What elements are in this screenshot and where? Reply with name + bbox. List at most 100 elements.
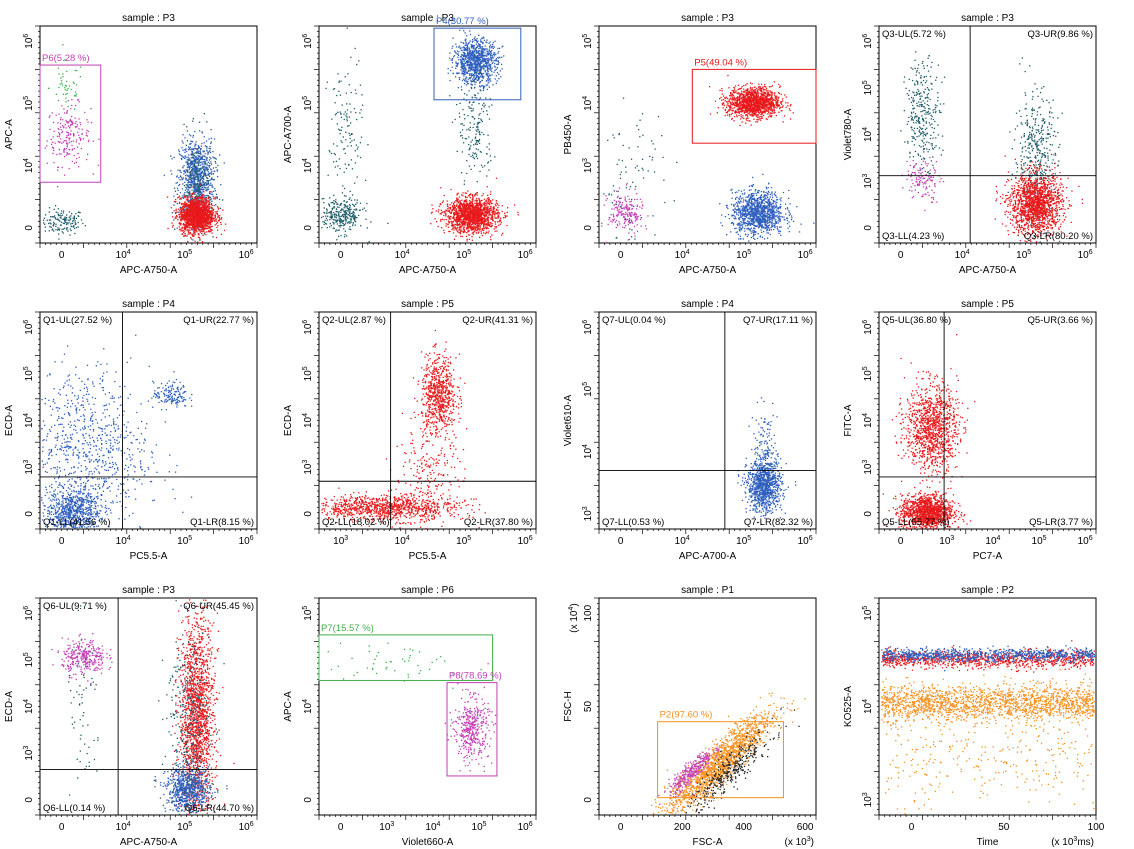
data-point (45, 230, 46, 231)
data-point (86, 132, 87, 133)
data-point (51, 144, 52, 145)
data-point (66, 121, 67, 122)
data-point (51, 227, 52, 228)
data-point (198, 171, 199, 172)
data-point (197, 167, 198, 168)
data-point (62, 231, 63, 232)
data-point (63, 127, 64, 128)
data-point (179, 179, 180, 180)
data-point (50, 223, 51, 224)
data-point (61, 210, 62, 211)
data-point (204, 167, 205, 168)
data-point (45, 214, 46, 215)
data-point (208, 171, 209, 172)
data-point (172, 212, 173, 213)
data-point (58, 167, 59, 168)
data-point (71, 145, 72, 146)
data-point (63, 212, 64, 213)
data-point (213, 191, 214, 192)
data-point (59, 141, 60, 142)
data-point (185, 175, 186, 176)
data-point (204, 159, 205, 160)
data-point (206, 160, 207, 161)
data-point (217, 176, 218, 177)
data-point (209, 151, 210, 152)
data-point (79, 212, 80, 213)
data-point (75, 223, 76, 224)
data-point (202, 187, 203, 188)
data-point (189, 166, 190, 167)
data-point (185, 148, 186, 149)
data-point (52, 153, 53, 154)
data-point (192, 149, 193, 150)
data-point (51, 139, 52, 140)
data-point (182, 167, 183, 168)
data-point (181, 147, 182, 148)
data-point (66, 137, 67, 138)
data-point (197, 181, 198, 182)
data-point (69, 222, 70, 223)
data-point (62, 76, 63, 77)
data-point (58, 87, 59, 88)
y-tick-label: 104 (23, 158, 35, 173)
data-point (181, 155, 182, 156)
data-point (207, 154, 208, 155)
data-point (93, 141, 94, 142)
data-point (174, 157, 175, 158)
data-point (187, 182, 188, 183)
data-point (170, 170, 171, 171)
data-point (80, 122, 81, 123)
data-point (66, 219, 67, 220)
data-point (188, 176, 189, 177)
data-point (60, 127, 61, 128)
data-point (80, 76, 81, 77)
data-point (61, 129, 62, 130)
data-point (64, 140, 65, 141)
data-point (179, 170, 180, 171)
data-point (75, 222, 76, 223)
data-point (195, 174, 196, 175)
data-point (43, 222, 44, 223)
data-point (193, 135, 194, 136)
data-point (53, 122, 54, 123)
data-point (65, 222, 66, 223)
data-point (78, 118, 79, 119)
data-point (205, 182, 206, 183)
data-point (52, 142, 53, 143)
scatter-points (43, 44, 226, 243)
data-point (217, 169, 218, 170)
data-point (76, 126, 77, 127)
data-point (88, 141, 89, 142)
data-point (53, 162, 54, 163)
data-point (65, 127, 66, 128)
data-point (69, 85, 70, 86)
data-point (71, 116, 72, 117)
data-point (177, 175, 178, 176)
data-point (178, 190, 179, 191)
y-tick-label: 106 (23, 34, 35, 49)
data-point (185, 190, 186, 191)
data-point (192, 239, 193, 240)
data-point (171, 173, 172, 174)
data-point (65, 216, 66, 217)
data-point (63, 228, 64, 229)
data-point (74, 163, 75, 164)
data-point (62, 125, 63, 126)
data-point (213, 196, 214, 197)
data-point (87, 122, 88, 123)
data-point (80, 67, 81, 68)
data-point (63, 211, 64, 212)
data-point (56, 154, 57, 155)
data-point (67, 106, 68, 107)
data-point (75, 123, 76, 124)
data-point (206, 141, 207, 142)
x-tick-label: 104 (116, 249, 131, 261)
data-point (198, 156, 199, 157)
data-point (193, 178, 194, 179)
data-point (76, 84, 77, 85)
data-point (184, 182, 185, 183)
data-point (184, 171, 185, 172)
data-point (188, 189, 189, 190)
data-point (184, 152, 185, 153)
data-point (69, 168, 70, 169)
